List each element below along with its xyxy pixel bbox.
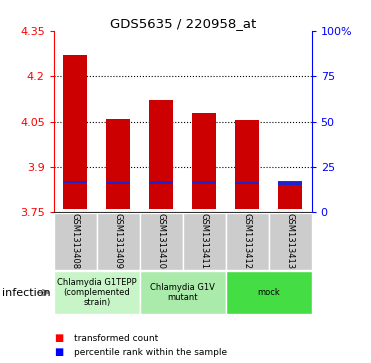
Bar (54, 271, 140, 314)
Bar (193, 113, 216, 209)
Text: GSM1313408: GSM1313408 (71, 213, 80, 269)
Bar (97, 213, 140, 270)
Text: Chlamydia G1TEPP
(complemented
strain): Chlamydia G1TEPP (complemented strain) (57, 278, 137, 307)
Text: mock: mock (257, 288, 280, 297)
Bar (269, 213, 312, 270)
Text: Chlamydia G1V
mutant: Chlamydia G1V mutant (150, 283, 215, 302)
Bar (150, 182, 173, 184)
Bar (150, 101, 173, 209)
Text: GSM1313409: GSM1313409 (114, 213, 123, 269)
Bar (193, 182, 216, 184)
Bar (278, 183, 302, 184)
Bar (235, 120, 259, 209)
Bar (54, 213, 97, 270)
Text: infection: infection (2, 287, 50, 298)
Text: transformed count: transformed count (74, 334, 158, 343)
Text: ■: ■ (54, 333, 63, 343)
Text: GSM1313411: GSM1313411 (200, 213, 209, 269)
Bar (183, 213, 226, 270)
Bar (235, 182, 259, 184)
Bar (106, 182, 130, 184)
Bar (226, 213, 269, 270)
Text: ■: ■ (54, 347, 63, 357)
Bar (63, 180, 87, 183)
Title: GDS5635 / 220958_at: GDS5635 / 220958_at (109, 17, 256, 30)
Bar (63, 55, 87, 209)
Bar (140, 213, 183, 270)
Bar (278, 181, 302, 209)
Text: GSM1313410: GSM1313410 (157, 213, 166, 269)
Bar (226, 271, 312, 314)
Text: percentile rank within the sample: percentile rank within the sample (74, 348, 227, 356)
Text: GSM1313412: GSM1313412 (243, 213, 252, 269)
Bar (140, 271, 226, 314)
Text: GSM1313413: GSM1313413 (286, 213, 295, 269)
Bar (106, 119, 130, 209)
